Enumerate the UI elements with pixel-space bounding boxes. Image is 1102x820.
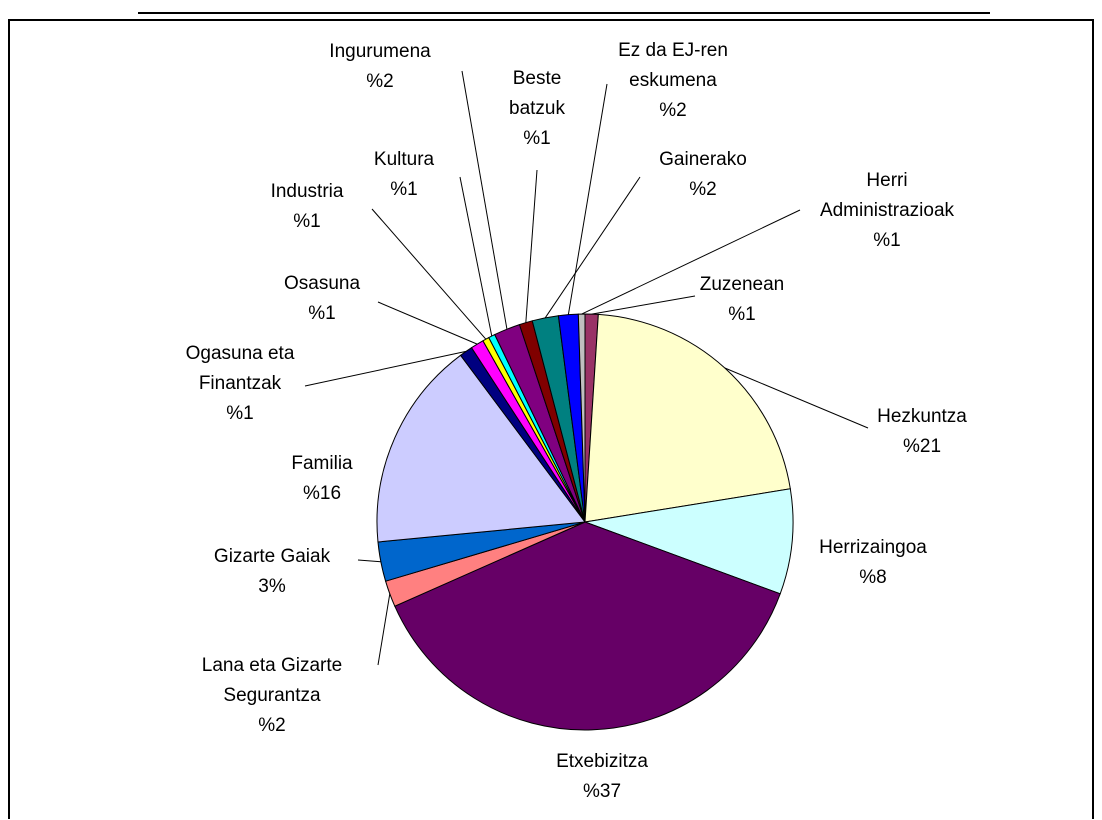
- slice-name-kultura: Kultura: [374, 149, 435, 170]
- leader-line-ogasuna-eta-finantzak: [304, 350, 467, 387]
- slice-name-beste-batzuk: Beste: [513, 68, 562, 89]
- slice-name-ez-da-ej-ren-eskumena: Ez da EJ-ren: [618, 40, 728, 61]
- leader-line-kultura: [459, 176, 493, 337]
- slice-value-ingurumena: %2: [366, 71, 393, 92]
- slice-label-herri-administrazioak: Herri Administrazioak %1: [820, 170, 955, 251]
- slice-value-hezkuntza: %21: [903, 436, 941, 457]
- leader-line-ingurumena: [461, 70, 508, 330]
- slice-name-herri-administrazioak: Administrazioak: [820, 200, 955, 221]
- slice-value-zuzenean: %1: [728, 304, 755, 325]
- slice-value-beste-batzuk: %1: [523, 128, 550, 149]
- slice-name-hezkuntza: Hezkuntza: [877, 406, 967, 427]
- slice-label-etxebizitza: Etxebizitza %37: [556, 751, 648, 802]
- leader-line-beste-batzuk: [525, 169, 538, 323]
- leader-line-hezkuntza: [724, 367, 869, 429]
- slice-label-beste-batzuk: Beste batzuk %1: [509, 68, 565, 149]
- slice-label-kultura: Kultura %1: [374, 149, 435, 200]
- pie-slice-etxebizitza: [394, 521, 781, 731]
- leader-line-gainerako: [544, 176, 641, 319]
- slice-name-herrizaingoa: Herrizaingoa: [819, 537, 927, 558]
- pie-slice-hezkuntza: [584, 313, 791, 523]
- slice-name-ez-da-ej-ren-eskumena: eskumena: [629, 70, 717, 91]
- slice-value-etxebizitza: %37: [583, 781, 621, 802]
- pie-slice-familia: [376, 354, 586, 543]
- slice-label-ez-da-ej-ren-eskumena: Ez da EJ-ren eskumena %2: [618, 40, 728, 121]
- slice-label-zuzenean: Zuzenean %1: [700, 274, 785, 325]
- slice-value-osasuna: %1: [308, 303, 335, 324]
- slice-name-familia: Familia: [291, 453, 353, 474]
- slice-value-herri-administrazioak: %1: [873, 230, 900, 251]
- leader-line-herri-administrazioak: [581, 209, 801, 315]
- pie-slice-herri-administrazioak: [577, 313, 586, 523]
- slice-label-lana-eta-gizarte-segurantza: Lana eta Gizarte Segurantza %2: [202, 655, 342, 736]
- slice-label-gizarte-gaiak: Gizarte Gaiak 3%: [214, 546, 331, 597]
- chart-frame: [8, 19, 1094, 819]
- slice-name-ingurumena: Ingurumena: [329, 41, 431, 62]
- slice-value-industria: %1: [293, 211, 320, 232]
- leader-line-industria: [371, 208, 487, 340]
- slice-name-ogasuna-eta-finantzak: Ogasuna eta: [186, 343, 295, 364]
- slice-name-lana-eta-gizarte-segurantza: Lana eta Gizarte: [202, 655, 342, 676]
- slice-value-kultura: %1: [390, 179, 417, 200]
- slice-name-industria: Industria: [271, 181, 344, 202]
- slice-name-ogasuna-eta-finantzak: Finantzak: [199, 373, 282, 394]
- slice-label-ogasuna-eta-finantzak: Ogasuna eta Finantzak %1: [186, 343, 295, 424]
- slice-value-gizarte-gaiak: 3%: [258, 576, 286, 597]
- slice-value-herrizaingoa: %8: [859, 567, 886, 588]
- slice-value-ez-da-ej-ren-eskumena: %2: [659, 100, 686, 121]
- leader-line-ez-da-ej-ren-eskumena: [567, 83, 608, 315]
- slice-label-ingurumena: Ingurumena %2: [329, 41, 431, 92]
- slice-name-etxebizitza: Etxebizitza: [556, 751, 648, 772]
- slice-label-familia: Familia %16: [291, 453, 353, 504]
- slice-value-ogasuna-eta-finantzak: %1: [226, 403, 253, 424]
- slice-label-gainerako: Gainerako %2: [659, 149, 747, 200]
- slice-label-industria: Industria %1: [271, 181, 344, 232]
- slice-value-familia: %16: [303, 483, 341, 504]
- slice-name-osasuna: Osasuna: [284, 273, 360, 294]
- leader-line-osasuna: [377, 301, 478, 345]
- slice-name-zuzenean: Zuzenean: [700, 274, 785, 295]
- slice-value-lana-eta-gizarte-segurantza: %2: [258, 715, 285, 736]
- slice-name-gainerako: Gainerako: [659, 149, 747, 170]
- slice-label-herrizaingoa: Herrizaingoa %8: [819, 537, 927, 588]
- slice-name-lana-eta-gizarte-segurantza: Segurantza: [223, 685, 321, 706]
- top-rule: [138, 12, 990, 14]
- slice-label-osasuna: Osasuna %1: [284, 273, 360, 324]
- slice-label-hezkuntza: Hezkuntza %21: [877, 406, 967, 457]
- leader-line-gizarte-gaiak: [357, 559, 381, 563]
- pie-slice-herrizaingoa: [583, 488, 794, 595]
- slice-value-gainerako: %2: [689, 179, 716, 200]
- slice-name-beste-batzuk: batzuk: [509, 98, 565, 119]
- leader-line-zuzenean: [591, 295, 696, 315]
- slice-name-gizarte-gaiak: Gizarte Gaiak: [214, 546, 331, 567]
- slice-name-herri-administrazioak: Herri: [866, 170, 907, 191]
- leader-line-lana-eta-gizarte-segurantza: [377, 593, 391, 666]
